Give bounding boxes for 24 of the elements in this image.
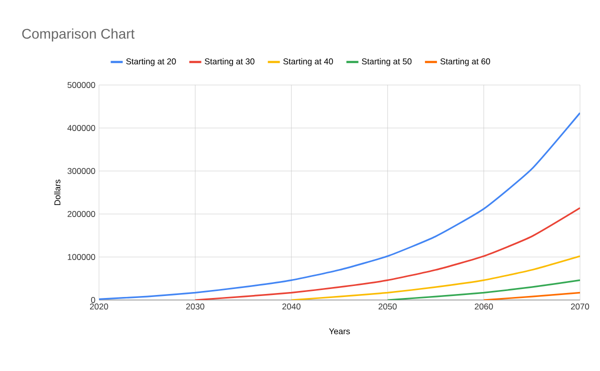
line-series [386, 279, 580, 300]
legend-label: Starting at 60 [440, 58, 490, 66]
legend-label: Starting at 40 [283, 58, 333, 66]
x-tick-label: 2060 [474, 304, 493, 310]
y-tick-label: 0 [91, 297, 96, 303]
y-axis-title: Dollars [54, 180, 60, 205]
y-tick-label: 400000 [67, 125, 96, 131]
x-axis-title: Years [329, 328, 350, 334]
y-tick-label: 300000 [68, 168, 96, 174]
y-tick-label: 100000 [68, 254, 96, 260]
x-tick-label: 2030 [186, 304, 204, 310]
line-series [99, 112, 580, 300]
chart-title: Comparison Chart [22, 28, 135, 42]
legend-label: Starting at 20 [126, 58, 176, 66]
x-tick-label: 2070 [571, 304, 590, 310]
x-tick-label: 2020 [90, 304, 108, 310]
y-tick-label: 200000 [68, 211, 96, 217]
line-series [290, 255, 580, 300]
line-series [194, 207, 580, 300]
y-tick-label: 500000 [68, 82, 96, 88]
legend-label: Starting at 30 [204, 58, 254, 66]
legend-label: Starting at 50 [362, 58, 412, 66]
x-tick-label: 2040 [282, 304, 300, 310]
x-tick-label: 2050 [378, 304, 397, 310]
